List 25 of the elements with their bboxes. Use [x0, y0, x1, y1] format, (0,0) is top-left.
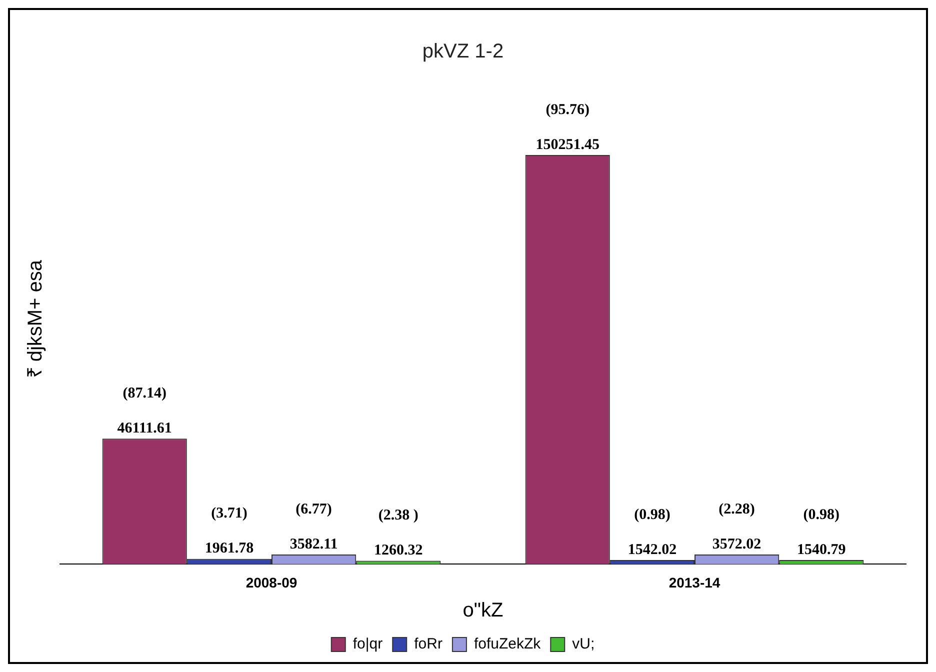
annotation: (2.38 ) — [378, 508, 418, 524]
data-label: 150251.45 — [536, 136, 600, 153]
legend-label: vU; — [572, 636, 595, 653]
data-label: 3582.11 — [290, 536, 338, 552]
legend-label: fofuZekZk — [474, 636, 542, 653]
annotation: (0.98) — [803, 506, 840, 523]
annotation: (6.77) — [296, 501, 332, 518]
data-label: 46111.61 — [117, 420, 172, 436]
data-label: 3572.02 — [712, 536, 762, 552]
data-label: 1542.02 — [628, 542, 677, 558]
annotation: (87.14) — [122, 386, 166, 402]
y-axis-title: ₹ djksM+ esa — [24, 259, 47, 378]
data-label: 1961.78 — [204, 540, 254, 557]
legend-label: foRr — [414, 636, 442, 653]
annotation: (0.98) — [634, 506, 670, 523]
x-tick-label: 2008-09 — [246, 574, 298, 590]
annotation: (2.28) — [718, 501, 755, 518]
chart-title: pkVZ 1-2 — [422, 40, 504, 63]
text: (95.76) — [546, 102, 590, 118]
x-tick-label: 2013-14 — [668, 574, 720, 590]
annotation: (3.71) — [211, 506, 248, 522]
x-axis-title: o"kZ — [462, 600, 504, 622]
data-label: 1540.79 — [797, 542, 846, 558]
data-label: 1260.32 — [374, 542, 423, 559]
legend-label: fo|qr — [352, 636, 383, 653]
